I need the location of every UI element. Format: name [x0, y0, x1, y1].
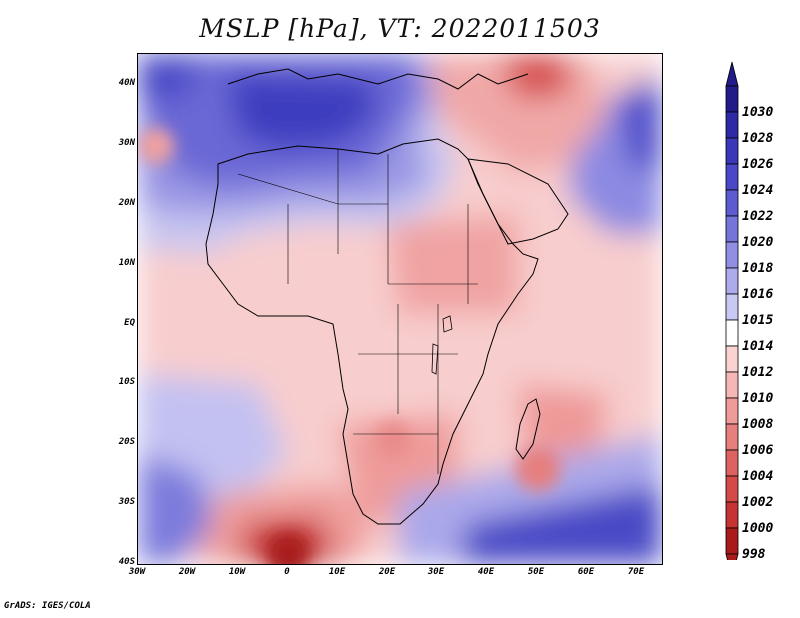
- colorbar-label-1015: 1015: [742, 313, 774, 328]
- colorbar-label-1030: 1030: [742, 105, 774, 120]
- colorbar-label-1006: 1006: [742, 443, 774, 458]
- lon-label-20e: 20E: [378, 567, 396, 577]
- colorbar-label-1024: 1024: [742, 183, 774, 198]
- colorbar-label-1016: 1016: [742, 287, 774, 302]
- lat-label-10n: 10N: [118, 258, 135, 268]
- colorbar: [725, 61, 739, 560]
- lon-label-0: 0: [284, 567, 290, 577]
- colorbar-cell-1016: [725, 267, 739, 295]
- map-canvas: [138, 54, 662, 564]
- colorbar-bottom-arrow: [725, 553, 739, 560]
- colorbar-cell-1002: [725, 475, 739, 503]
- lat-label-20s: 20S: [118, 437, 135, 447]
- colorbar-cell-1030: [725, 85, 739, 113]
- colorbar-cell-1008: [725, 397, 739, 425]
- colorbar-label-1004: 1004: [742, 469, 774, 484]
- colorbar-label-1002: 1002: [742, 495, 774, 510]
- colorbar-cell-1022: [725, 189, 739, 217]
- lat-label-40s: 40S: [118, 557, 135, 567]
- lon-label-10w: 10W: [228, 567, 246, 577]
- colorbar-cell-1028: [725, 111, 739, 139]
- colorbar-label-1028: 1028: [742, 131, 774, 146]
- colorbar-label-1012: 1012: [742, 365, 774, 380]
- lon-label-70e: 70E: [627, 567, 645, 577]
- lon-label-30w: 30W: [128, 567, 146, 577]
- lat-label-10s: 10S: [118, 377, 135, 387]
- colorbar-cell-998: [725, 527, 739, 555]
- colorbar-label-1010: 1010: [742, 391, 774, 406]
- colorbar-label-1022: 1022: [742, 209, 774, 224]
- colorbar-top-arrow: [725, 61, 739, 87]
- colorbar-cell-1014: [725, 319, 739, 347]
- colorbar-label-1020: 1020: [742, 235, 774, 250]
- lon-label-50e: 50E: [527, 567, 545, 577]
- lat-label-20n: 20N: [118, 198, 135, 208]
- colorbar-cell-1004: [725, 449, 739, 477]
- colorbar-label-998: 998: [742, 547, 766, 562]
- lon-label-60e: 60E: [577, 567, 595, 577]
- lon-label-10e: 10E: [328, 567, 346, 577]
- grads-credit: GrADS: IGES/COLA: [4, 601, 91, 611]
- colorbar-label-1014: 1014: [742, 339, 774, 354]
- lon-label-20w: 20W: [178, 567, 196, 577]
- pressure-map: [137, 53, 663, 565]
- lat-label-eq: EQ: [124, 318, 135, 328]
- colorbar-label-1026: 1026: [742, 157, 774, 172]
- colorbar-label-1018: 1018: [742, 261, 774, 276]
- colorbar-label-1008: 1008: [742, 417, 774, 432]
- lon-label-30e: 30E: [427, 567, 445, 577]
- colorbar-cell-1010: [725, 371, 739, 399]
- colorbar-label-1000: 1000: [742, 521, 774, 536]
- chart-title: MSLP [hPa], VT: 2022011503: [199, 14, 601, 43]
- lat-label-40n: 40N: [118, 78, 135, 88]
- colorbar-cell-1000: [725, 501, 739, 529]
- lon-label-40e: 40E: [477, 567, 495, 577]
- colorbar-cell-1024: [725, 163, 739, 191]
- colorbar-cell-1020: [725, 215, 739, 243]
- colorbar-cell-1015: [725, 293, 739, 321]
- colorbar-cell-1006: [725, 423, 739, 451]
- colorbar-cell-1012: [725, 345, 739, 373]
- lat-label-30n: 30N: [118, 138, 135, 148]
- colorbar-cell-1026: [725, 137, 739, 165]
- colorbar-cell-1018: [725, 241, 739, 269]
- lat-label-30s: 30S: [118, 497, 135, 507]
